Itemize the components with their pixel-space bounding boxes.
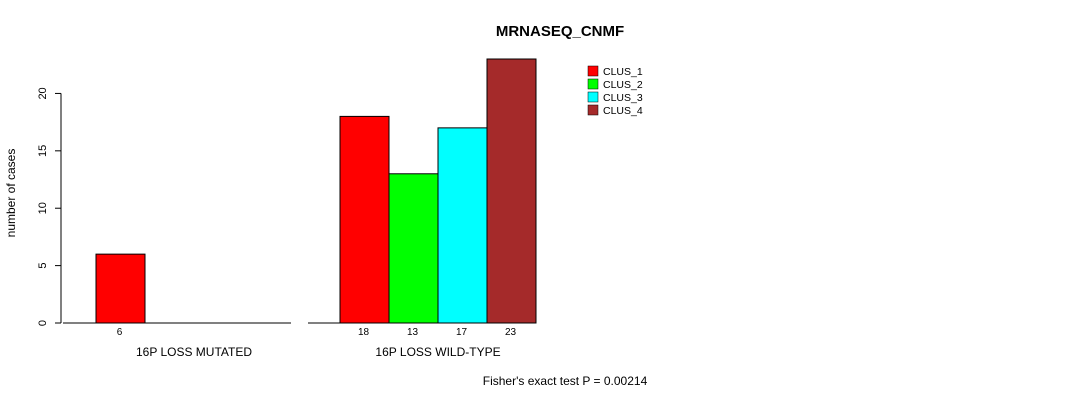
bars bbox=[95, 58, 537, 324]
y-axis: 0 5 10 15 20 bbox=[37, 87, 62, 326]
bar-value-label: 23 bbox=[505, 327, 517, 338]
legend-label: CLUS_3 bbox=[603, 92, 643, 104]
bar-value-label: 13 bbox=[407, 327, 419, 338]
legend-swatch bbox=[587, 91, 599, 103]
bar-value-label: 18 bbox=[358, 327, 370, 338]
y-axis-label: number of cases bbox=[4, 149, 18, 238]
legend-label: CLUS_1 bbox=[603, 66, 643, 78]
bar-clus-3 bbox=[437, 127, 488, 324]
bar-value-label: 17 bbox=[456, 327, 468, 338]
y-tick-label: 5 bbox=[37, 263, 49, 269]
legend-swatch bbox=[587, 78, 599, 90]
group-label: 16P LOSS MUTATED bbox=[136, 345, 252, 359]
y-tick-label: 15 bbox=[37, 145, 49, 157]
fisher-test-note: Fisher's exact test P = 0.00214 bbox=[483, 374, 648, 388]
legend-label: CLUS_2 bbox=[603, 79, 643, 91]
y-tick-label: 10 bbox=[37, 202, 49, 214]
legend-swatch bbox=[587, 104, 599, 116]
data-labels: 6 18 13 17 23 bbox=[117, 327, 517, 338]
group-label: 16P LOSS WILD-TYPE bbox=[375, 345, 500, 359]
bar-value-label: 6 bbox=[117, 327, 123, 338]
legend-label: CLUS_4 bbox=[603, 105, 643, 117]
bar-clus-1 bbox=[339, 115, 390, 324]
y-tick-label: 20 bbox=[37, 87, 49, 99]
bar-clus-1 bbox=[95, 253, 146, 324]
legend-swatch bbox=[587, 65, 599, 77]
bar-clus-2 bbox=[388, 173, 439, 324]
chart-title: MRNASEQ_CNMF bbox=[496, 23, 624, 40]
bar-clus-4 bbox=[486, 58, 537, 324]
group-axes: 16P LOSS MUTATED 16P LOSS WILD-TYPE bbox=[63, 322, 536, 359]
y-tick-label: 0 bbox=[37, 320, 49, 326]
